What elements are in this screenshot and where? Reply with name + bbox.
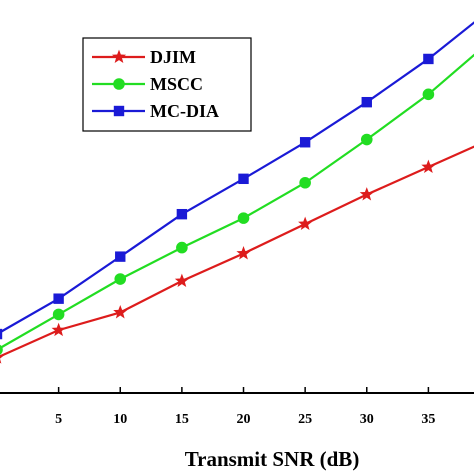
data-point [52, 308, 65, 321]
legend-item: DJIM [92, 47, 196, 67]
data-point [0, 328, 3, 340]
data-point [361, 96, 372, 108]
data-point [53, 293, 64, 304]
axes: 5 10 15 20 25 30 35 [0, 387, 474, 427]
legend-marker [113, 105, 125, 117]
series-layer [0, 21, 474, 364]
series-mscc [0, 53, 474, 355]
legend-label: MSCC [150, 74, 203, 94]
data-point [360, 133, 373, 146]
data-point [236, 246, 251, 260]
data-point [359, 187, 374, 201]
x-tick-label: 15 [175, 412, 189, 427]
data-point [423, 53, 434, 65]
x-tick-label: 20 [237, 412, 251, 427]
legend: DJIM MSCC MC-DIA [82, 37, 252, 132]
data-point [298, 216, 313, 231]
data-point [176, 241, 188, 254]
data-point [0, 344, 3, 355]
data-point [421, 159, 436, 174]
data-point [176, 208, 188, 220]
series-mc-dia [0, 21, 474, 340]
legend-item: MC-DIA [92, 101, 219, 121]
data-point [114, 273, 127, 285]
data-point [174, 273, 189, 287]
data-point [422, 88, 435, 101]
data-point [0, 355, 5, 364]
x-axis-label: Transmit SNR (dB) [185, 447, 360, 471]
legend-label: DJIM [150, 47, 196, 67]
x-tick-label: 10 [113, 412, 127, 427]
x-tick-label: 5 [55, 412, 62, 427]
data-point [113, 305, 128, 319]
data-point [237, 212, 250, 224]
x-tick-label: 30 [360, 412, 374, 427]
data-point [299, 176, 311, 189]
series-djim [0, 145, 474, 364]
legend-marker [113, 78, 125, 90]
series-line [0, 145, 474, 358]
x-tick-label: 25 [298, 412, 312, 427]
data-point [238, 173, 249, 185]
legend-item: MSCC [92, 74, 203, 94]
legend-label: MC-DIA [150, 101, 219, 121]
data-point [115, 251, 126, 262]
legend-marker [111, 49, 127, 64]
data-point [299, 137, 311, 148]
x-tick-label: 35 [421, 412, 435, 427]
data-point [51, 322, 66, 337]
